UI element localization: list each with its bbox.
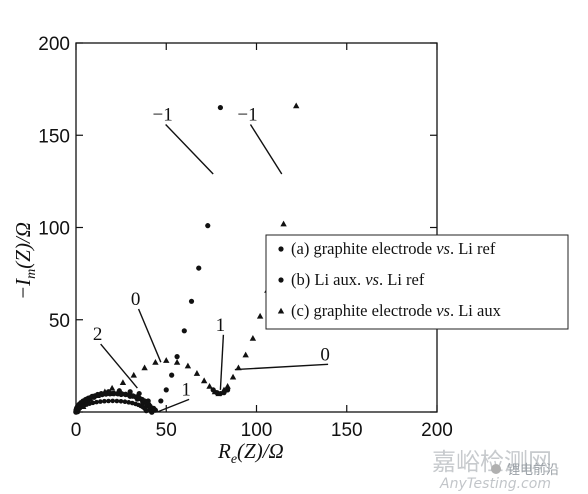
data-point	[114, 398, 120, 404]
y-axis-label-group: −Im(Z)/Ω	[11, 222, 39, 300]
data-point	[225, 387, 231, 393]
y-tick-label: 50	[49, 311, 70, 332]
x-tick-label: 50	[156, 420, 177, 441]
wechat-icon	[491, 464, 501, 474]
data-point	[107, 390, 113, 397]
y-axis-label: −Im(Z)/Ω	[11, 222, 39, 300]
data-point	[90, 400, 96, 406]
annotation-label: −1	[153, 104, 173, 125]
data-point	[102, 398, 107, 404]
data-point	[196, 265, 202, 271]
legend-entry: (b) Li aux. vs. Li ref	[291, 270, 425, 289]
annotation-leader	[219, 334, 225, 390]
watermark-wechat: 锂电前沿	[507, 462, 559, 478]
x-tick-label: 150	[331, 420, 363, 441]
annotation-leader	[165, 124, 214, 175]
y-tick-label: 200	[38, 34, 70, 55]
annotation-label: −1	[237, 104, 257, 125]
x-tick-label: 200	[421, 420, 453, 441]
data-point	[256, 312, 264, 319]
data-point	[184, 362, 192, 369]
annotations: −1 −1 0 2 1 0 1	[93, 104, 330, 413]
data-point	[163, 357, 170, 363]
data-point	[163, 387, 169, 393]
x-tick-label: 100	[241, 420, 273, 441]
data-point	[242, 351, 249, 358]
data-point	[94, 399, 99, 405]
data-point	[119, 379, 127, 386]
data-point	[108, 384, 116, 391]
data-point	[122, 399, 128, 405]
data-point	[221, 390, 227, 396]
y-tick-label: 100	[38, 219, 70, 240]
watermark-latin: AnyTesting.com	[439, 476, 551, 492]
data-point	[188, 298, 195, 304]
data-point	[229, 373, 237, 380]
data-point	[217, 104, 223, 111]
data-point	[141, 364, 148, 371]
legend: (a) graphite electrode vs. Li ref (b) Li …	[265, 234, 569, 330]
plot-frame	[75, 42, 438, 413]
annotation-leader	[249, 124, 283, 175]
data-point	[200, 377, 208, 384]
data-point	[210, 387, 216, 393]
axes	[75, 42, 438, 413]
data-point	[181, 328, 187, 334]
data-point	[169, 372, 175, 378]
data-point	[118, 399, 124, 404]
legend-marker	[277, 307, 285, 314]
data-point	[206, 382, 213, 389]
legend-marker	[278, 277, 284, 283]
annotation-label: 1	[181, 379, 191, 400]
data-point	[98, 399, 103, 404]
data-point	[249, 335, 257, 341]
data-point	[130, 371, 137, 378]
data-point	[110, 398, 115, 404]
x-tick-label: 0	[71, 420, 82, 441]
data-point	[106, 398, 111, 404]
data-point	[111, 390, 117, 397]
annotation-leader	[234, 363, 329, 371]
data-point	[143, 408, 149, 414]
legend-entry: (a) graphite electrode vs. Li ref	[291, 239, 496, 258]
legend-marker	[278, 246, 284, 252]
annotation-leader	[100, 343, 138, 389]
annotation-label: 2	[93, 324, 103, 345]
x-axis-label: Re(Z)/Ω	[217, 439, 284, 467]
y-tick-label: 150	[38, 126, 70, 147]
annotation-leader	[156, 398, 190, 413]
annotation-leader	[137, 308, 162, 363]
watermark: 嘉峪检测网 AnyTesting.com 锂电前沿	[432, 448, 559, 492]
data-point	[224, 382, 231, 389]
legend-entry: (c) graphite electrode vs. Li aux	[291, 301, 502, 320]
data-point	[152, 358, 159, 365]
data-point	[174, 354, 180, 360]
data-point	[205, 223, 211, 229]
data-point	[293, 102, 300, 109]
annotation-label: 0	[320, 344, 330, 365]
data-point	[193, 370, 201, 376]
annotation-label: 1	[216, 315, 226, 336]
data-point	[280, 220, 287, 227]
data-points	[73, 102, 300, 415]
data-point	[126, 400, 132, 405]
legend-box	[265, 234, 569, 330]
data-point	[173, 358, 181, 365]
data-point	[149, 409, 155, 415]
annotation-label: 0	[131, 289, 141, 310]
data-point	[158, 398, 164, 404]
